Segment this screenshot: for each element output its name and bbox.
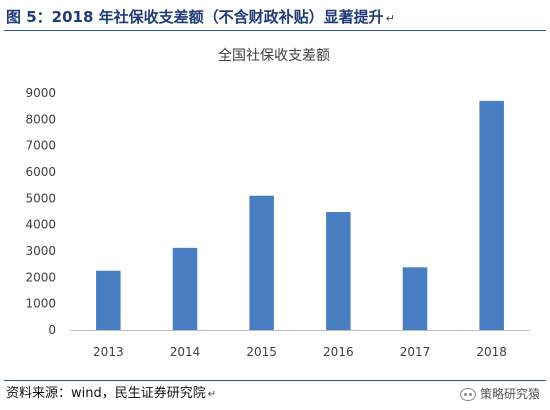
watermark: 策略研究猿 [455,383,544,405]
source-text: 资料来源：wind，民生证券研究院 [6,386,206,401]
bar-2015 [249,195,274,330]
paragraph-mark-icon: ↵ [207,389,217,400]
y-tick-label: 5000 [25,191,56,205]
y-tick-label: 8000 [25,112,56,126]
x-tick-label: 2013 [93,345,124,359]
bar-2014 [172,247,198,330]
source-note: 资料来源：wind，民生证券研究院 ↵ [6,383,216,405]
y-tick-label: 3000 [25,244,56,258]
bar-2017 [402,267,428,330]
bar-2016 [326,212,351,330]
y-tick-label: 9000 [25,86,56,100]
source-divider [4,380,546,381]
title-divider [4,30,546,31]
y-tick-label: 7000 [25,139,56,153]
x-tick-label: 2018 [476,345,507,359]
figure-title: 图 5：2018 年社保收支差额（不含财政补贴）显著提升 ↵ [6,4,544,30]
bar-2018 [479,100,504,331]
y-axis-ticks: 0 1000 2000 3000 4000 5000 6000 7000 8000 9000 [25,86,56,337]
x-tick-label: 2017 [400,345,431,359]
x-axis-ticks: 2013 2014 2015 2016 2017 2018 [93,345,507,359]
chart-title: 全国社保收支差额 [218,47,330,64]
paragraph-mark-icon: ↵ [385,12,395,25]
x-tick-label: 2014 [170,345,201,359]
wechat-icon [459,387,476,401]
bar-chart: 全国社保收支差额 0 1000 2000 3000 4000 5000 6000 7000 80… [25,47,530,359]
y-tick-label: 6000 [25,165,56,179]
bar-2013 [96,270,121,330]
bars [96,100,504,331]
y-tick-label: 4000 [25,218,56,232]
figure-title-text: 图 5：2018 年社保收支差额（不含财政补贴）显著提升 [6,8,384,26]
x-tick-label: 2016 [323,345,354,359]
y-tick-label: 0 [48,323,56,337]
y-tick-label: 1000 [25,297,56,311]
y-tick-label: 2000 [25,270,56,284]
x-tick-label: 2015 [246,345,277,359]
watermark-text: 策略研究猿 [479,387,540,401]
